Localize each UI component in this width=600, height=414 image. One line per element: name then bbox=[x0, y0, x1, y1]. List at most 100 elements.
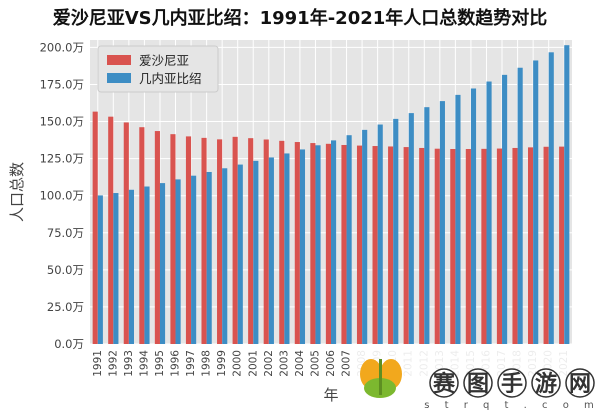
x-tick-label: 1994 bbox=[138, 350, 150, 377]
bar-guinea-bissau bbox=[222, 168, 228, 344]
bar-estonia bbox=[232, 136, 238, 344]
x-tick-label: 2005 bbox=[309, 350, 321, 377]
svg-text:图: 图 bbox=[467, 372, 489, 397]
bars bbox=[92, 45, 570, 345]
x-tick-label: 1999 bbox=[216, 350, 228, 377]
bar-guinea-bissau bbox=[424, 107, 430, 345]
bar-estonia bbox=[185, 136, 192, 344]
bar-estonia bbox=[512, 147, 518, 344]
bar-estonia bbox=[388, 146, 394, 344]
bar-guinea-bissau bbox=[299, 149, 306, 344]
bar-guinea-bissau bbox=[455, 94, 461, 345]
bar-guinea-bissau bbox=[470, 88, 477, 345]
bar-guinea-bissau bbox=[408, 113, 414, 344]
y-tick-label: 50.0万 bbox=[47, 263, 84, 277]
bar-estonia bbox=[481, 148, 487, 344]
x-tick-label: 1993 bbox=[123, 350, 135, 377]
y-tick-label: 100.0万 bbox=[40, 189, 84, 203]
bar-guinea-bissau bbox=[113, 193, 119, 344]
bar-guinea-bissau bbox=[175, 179, 181, 344]
bar-estonia bbox=[403, 147, 409, 344]
bar-guinea-bissau bbox=[377, 124, 383, 344]
svg-text:赛: 赛 bbox=[432, 371, 456, 397]
legend-swatch-estonia bbox=[107, 55, 131, 65]
bar-guinea-bissau bbox=[346, 135, 352, 344]
bar-guinea-bissau bbox=[502, 74, 508, 344]
bar-estonia bbox=[559, 146, 565, 344]
bar-estonia bbox=[263, 139, 269, 344]
y-axis-ticks: 0.0万 25.0万 50.0万 75.0万 100.0万 125.0万 150.0万 175… bbox=[40, 40, 84, 351]
bar-estonia bbox=[154, 131, 160, 344]
legend: 爱沙尼亚 几内亚比绍 bbox=[97, 45, 219, 93]
bar-guinea-bissau bbox=[144, 186, 150, 344]
bar-guinea-bissau bbox=[331, 140, 337, 344]
bar-guinea-bissau bbox=[191, 175, 197, 344]
bar-estonia bbox=[543, 146, 549, 344]
bar-guinea-bissau bbox=[439, 101, 445, 344]
bar-estonia bbox=[325, 143, 331, 344]
watermark-url: s t r q t . c o m bbox=[424, 400, 599, 411]
x-tick-label: 1992 bbox=[107, 350, 119, 377]
bar-guinea-bissau bbox=[362, 129, 368, 344]
bar-guinea-bissau bbox=[564, 45, 570, 344]
svg-text:网: 网 bbox=[569, 372, 591, 397]
bar-estonia bbox=[92, 111, 98, 344]
bar-guinea-bissau bbox=[517, 67, 523, 344]
x-tick-label: 1998 bbox=[201, 350, 213, 377]
bar-estonia bbox=[294, 142, 300, 344]
bar-guinea-bissau bbox=[284, 153, 290, 344]
bar-estonia bbox=[356, 145, 363, 344]
bar-estonia bbox=[139, 127, 145, 344]
chart-title: 爱沙尼亚VS几内亚比绍：1991年-2021年人口总数趋势对比 bbox=[53, 7, 548, 29]
bar-estonia bbox=[341, 144, 347, 344]
bar-estonia bbox=[123, 122, 129, 344]
svg-text:手: 手 bbox=[501, 372, 523, 397]
x-tick-label: 1997 bbox=[185, 350, 197, 377]
svg-text:游: 游 bbox=[535, 371, 557, 397]
bar-estonia bbox=[108, 116, 114, 344]
x-tick-label: 2000 bbox=[232, 350, 244, 377]
x-tick-label: 2003 bbox=[278, 350, 290, 377]
bar-guinea-bissau bbox=[128, 189, 134, 344]
y-tick-label: 25.0万 bbox=[47, 300, 84, 314]
x-tick-label: 2001 bbox=[247, 350, 259, 377]
bar-estonia bbox=[419, 147, 425, 344]
x-tick-label: 2002 bbox=[263, 350, 275, 377]
bar-guinea-bissau bbox=[206, 171, 212, 344]
bar-guinea-bissau bbox=[237, 164, 243, 344]
bar-estonia bbox=[170, 134, 176, 344]
bar-estonia bbox=[217, 139, 223, 344]
x-tick-label: 1995 bbox=[154, 350, 166, 377]
watermark: 赛 图 手 游 网 s t r q t . c o m bbox=[350, 348, 599, 411]
y-tick-label: 125.0万 bbox=[40, 152, 84, 166]
bar-guinea-bissau bbox=[548, 52, 554, 345]
bar-estonia bbox=[279, 140, 285, 344]
bar-estonia bbox=[450, 149, 456, 344]
bar-guinea-bissau bbox=[97, 195, 103, 344]
x-tick-label: 2007 bbox=[341, 350, 353, 377]
y-tick-label: 200.0万 bbox=[40, 40, 84, 54]
bar-estonia bbox=[248, 138, 254, 344]
bar-estonia bbox=[372, 146, 378, 344]
bar-guinea-bissau bbox=[533, 60, 539, 345]
bar-guinea-bissau bbox=[315, 145, 321, 344]
y-tick-label: 75.0万 bbox=[47, 226, 84, 240]
x-tick-label: 1996 bbox=[170, 350, 182, 377]
x-axis-label: 年 bbox=[323, 386, 338, 404]
bar-guinea-bissau bbox=[486, 81, 492, 345]
bar-guinea-bissau bbox=[268, 157, 274, 344]
y-tick-label: 150.0万 bbox=[40, 115, 84, 129]
watermark-chars: 赛 图 手 游 网 bbox=[429, 368, 595, 398]
bar-guinea-bissau bbox=[159, 183, 166, 344]
legend-label-estonia: 爱沙尼亚 bbox=[139, 53, 189, 68]
bar-estonia bbox=[434, 148, 440, 344]
bar-estonia bbox=[201, 137, 207, 344]
butterfly-logo-icon bbox=[360, 359, 402, 398]
x-tick-label: 2006 bbox=[325, 350, 337, 377]
y-axis-label: 人口总数 bbox=[8, 162, 26, 222]
x-tick-label: 1991 bbox=[92, 350, 104, 377]
x-tick-label: 2004 bbox=[294, 350, 306, 377]
bar-estonia bbox=[528, 147, 534, 344]
